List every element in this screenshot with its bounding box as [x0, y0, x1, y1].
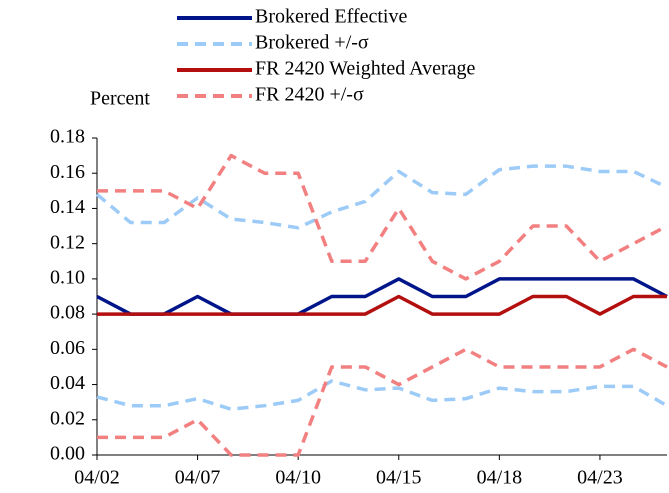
- y-tick-label: 0.02: [50, 407, 85, 429]
- x-tick-label: 04/23: [577, 467, 623, 489]
- series-line: [96, 277, 668, 316]
- y-tick-label: 0.14: [50, 196, 85, 218]
- series-line-lower: [97, 347, 668, 457]
- y-tick-label: 0.08: [50, 302, 85, 324]
- x-tick-label: 04/15: [376, 467, 422, 489]
- series-line: [97, 153, 668, 281]
- y-tick-label: 0.10: [50, 266, 85, 288]
- y-tick-label: 0.16: [50, 161, 85, 183]
- legend-label: FR 2420 +/-σ: [255, 84, 364, 106]
- series-line-lower: [96, 379, 668, 411]
- y-axis-label: Percent: [90, 88, 150, 110]
- x-tick-label: 04/07: [175, 467, 221, 489]
- y-tick-label: 0.06: [50, 337, 85, 359]
- series-line: [95, 164, 668, 230]
- y-tick-label: 0.04: [50, 372, 85, 394]
- x-tick-label: 04/10: [275, 467, 321, 489]
- y-tick-label: 0.00: [50, 443, 85, 465]
- y-tick-label: 0.18: [50, 126, 85, 148]
- legend-label: Brokered Effective: [255, 6, 407, 28]
- x-tick-label: 04/18: [477, 467, 523, 489]
- series-line: [97, 294, 667, 316]
- legend-label: FR 2420 Weighted Average: [255, 58, 476, 80]
- x-tick-label: 04/02: [74, 467, 120, 489]
- legend-label: Brokered +/-σ: [255, 32, 369, 54]
- y-tick-label: 0.12: [50, 231, 85, 253]
